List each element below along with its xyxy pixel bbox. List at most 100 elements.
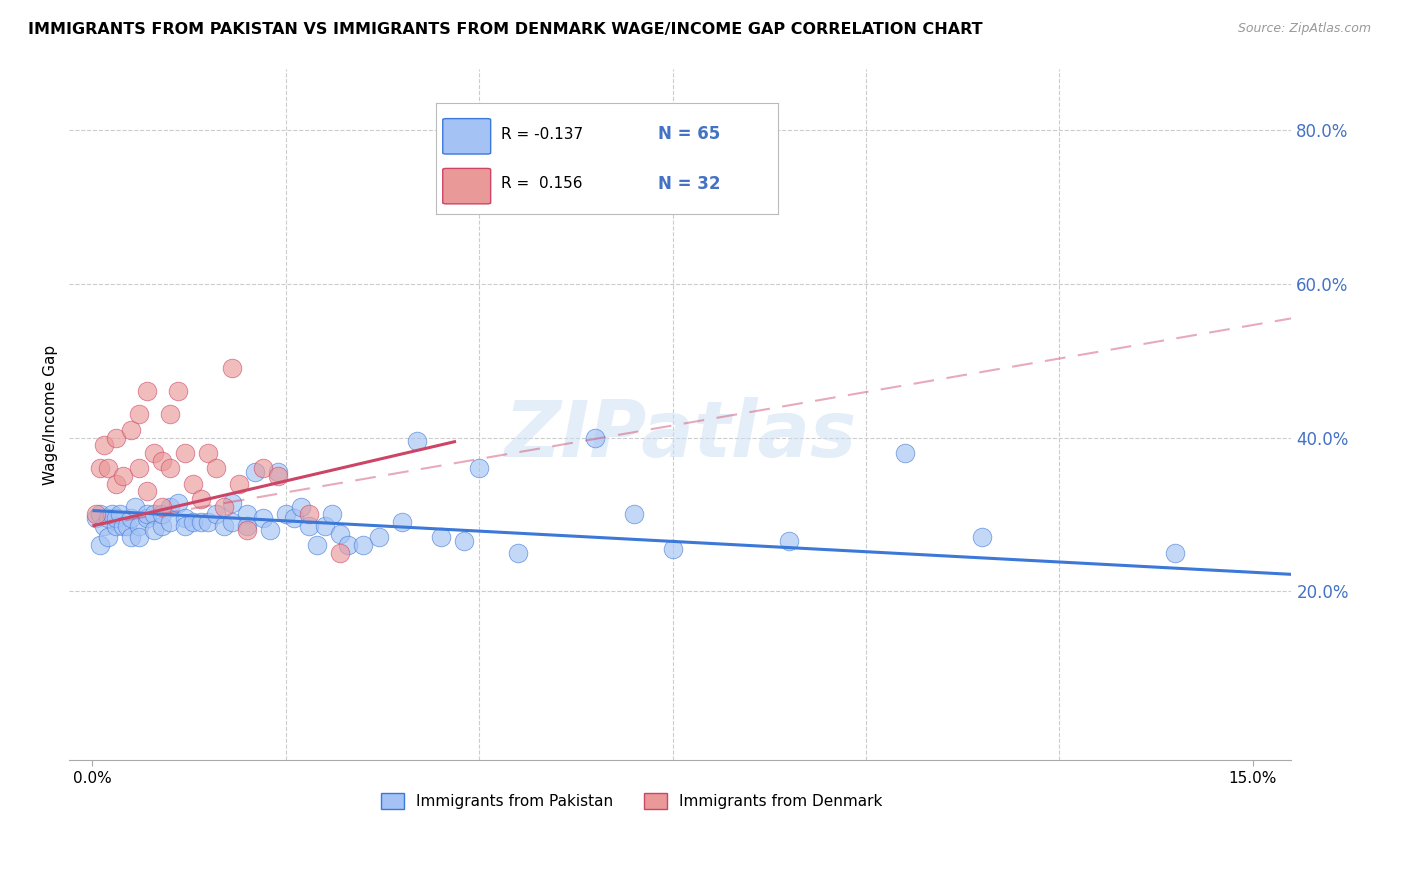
Point	[159, 515, 181, 529]
Point	[205, 461, 228, 475]
Point	[143, 523, 166, 537]
Point	[128, 461, 150, 475]
Point	[267, 465, 290, 479]
Point	[267, 469, 290, 483]
Point	[1164, 546, 1187, 560]
Point	[135, 384, 157, 399]
Point	[429, 531, 451, 545]
Y-axis label: Wage/Income Gap: Wage/Income Gap	[44, 344, 58, 484]
Point	[120, 531, 142, 545]
Point	[283, 511, 305, 525]
Point	[159, 461, 181, 475]
Point	[236, 508, 259, 522]
Point	[97, 531, 120, 545]
Point	[190, 491, 212, 506]
Point	[89, 538, 111, 552]
Point	[93, 438, 115, 452]
Point	[117, 519, 139, 533]
Point	[290, 500, 312, 514]
Point	[205, 508, 228, 522]
Point	[336, 538, 359, 552]
Legend: Immigrants from Pakistan, Immigrants from Denmark: Immigrants from Pakistan, Immigrants fro…	[374, 787, 889, 815]
Point	[221, 496, 243, 510]
Point	[89, 508, 111, 522]
Point	[970, 531, 993, 545]
Point	[444, 192, 467, 206]
Point	[228, 476, 250, 491]
Point	[174, 519, 197, 533]
Point	[135, 508, 157, 522]
Point	[212, 519, 235, 533]
Point	[298, 519, 321, 533]
Point	[252, 461, 274, 475]
Point	[150, 508, 173, 522]
Point	[89, 461, 111, 475]
Point	[221, 361, 243, 376]
Point	[143, 446, 166, 460]
Point	[166, 496, 188, 510]
Point	[150, 500, 173, 514]
Point	[197, 515, 219, 529]
Point	[893, 446, 915, 460]
Point	[468, 461, 491, 475]
Point	[661, 541, 683, 556]
Point	[104, 519, 127, 533]
Point	[174, 446, 197, 460]
Point	[84, 511, 107, 525]
Point	[97, 461, 120, 475]
Point	[128, 408, 150, 422]
Point	[197, 446, 219, 460]
Point	[104, 511, 127, 525]
Point	[104, 476, 127, 491]
Point	[93, 519, 115, 533]
Point	[181, 515, 204, 529]
Point	[212, 500, 235, 514]
Point	[583, 430, 606, 444]
Text: Source: ZipAtlas.com: Source: ZipAtlas.com	[1237, 22, 1371, 36]
Text: ZIPatlas: ZIPatlas	[505, 397, 856, 474]
Point	[124, 500, 146, 514]
Point	[305, 538, 328, 552]
Point	[314, 519, 336, 533]
Point	[101, 508, 124, 522]
Point	[135, 511, 157, 525]
Point	[321, 508, 343, 522]
Point	[329, 526, 352, 541]
Point	[181, 476, 204, 491]
Point	[298, 508, 321, 522]
Point	[329, 546, 352, 560]
Point	[236, 523, 259, 537]
Point	[391, 515, 413, 529]
Point	[243, 465, 266, 479]
Point	[367, 531, 389, 545]
Point	[236, 519, 259, 533]
Point	[190, 515, 212, 529]
Point	[150, 453, 173, 467]
Point	[406, 434, 429, 449]
Text: IMMIGRANTS FROM PAKISTAN VS IMMIGRANTS FROM DENMARK WAGE/INCOME GAP CORRELATION : IMMIGRANTS FROM PAKISTAN VS IMMIGRANTS F…	[28, 22, 983, 37]
Point	[84, 508, 107, 522]
Point	[143, 508, 166, 522]
Point	[112, 469, 135, 483]
Point	[112, 519, 135, 533]
Point	[259, 523, 281, 537]
Point	[150, 519, 173, 533]
Point	[506, 546, 529, 560]
Point	[221, 515, 243, 529]
Point	[108, 508, 131, 522]
Point	[120, 423, 142, 437]
Point	[252, 511, 274, 525]
Point	[166, 384, 188, 399]
Point	[623, 508, 645, 522]
Point	[128, 519, 150, 533]
Point	[453, 534, 475, 549]
Point	[159, 500, 181, 514]
Point	[274, 508, 297, 522]
Point	[159, 408, 181, 422]
Point	[352, 538, 374, 552]
Point	[120, 511, 142, 525]
Point	[104, 430, 127, 444]
Point	[778, 534, 800, 549]
Point	[97, 511, 120, 525]
Point	[128, 531, 150, 545]
